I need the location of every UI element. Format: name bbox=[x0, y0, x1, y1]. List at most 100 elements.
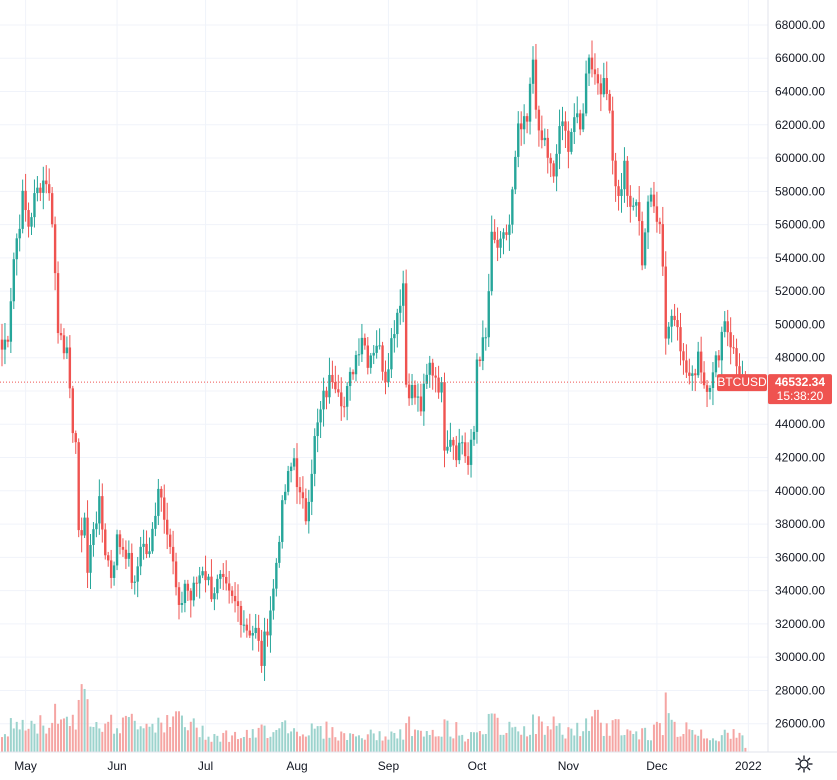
candle-body[interactable] bbox=[511, 189, 514, 225]
candle-body[interactable] bbox=[735, 348, 738, 367]
candle-body[interactable] bbox=[679, 327, 682, 352]
candle-body[interactable] bbox=[487, 291, 490, 338]
candle-body[interactable] bbox=[133, 581, 136, 583]
candle-body[interactable] bbox=[437, 377, 440, 393]
candle-body[interactable] bbox=[115, 534, 119, 566]
candle-body[interactable] bbox=[584, 73, 588, 114]
candle-body[interactable] bbox=[552, 163, 555, 177]
candle-body[interactable] bbox=[579, 113, 582, 130]
candle-body[interactable] bbox=[632, 205, 635, 207]
candle-body[interactable] bbox=[593, 69, 597, 75]
candle-body[interactable] bbox=[499, 238, 502, 248]
candle-body[interactable] bbox=[310, 473, 313, 502]
candle-body[interactable] bbox=[36, 187, 39, 194]
candle-body[interactable] bbox=[186, 583, 190, 591]
candle-body[interactable] bbox=[65, 347, 69, 354]
candle-body[interactable] bbox=[396, 312, 399, 335]
candle-body[interactable] bbox=[39, 187, 42, 193]
candle-body[interactable] bbox=[682, 351, 685, 361]
candle-body[interactable] bbox=[508, 224, 511, 235]
candle-body[interactable] bbox=[525, 116, 529, 122]
candle-body[interactable] bbox=[399, 305, 402, 313]
candles[interactable] bbox=[0, 40, 747, 681]
candle-body[interactable] bbox=[443, 382, 446, 451]
candle-body[interactable] bbox=[723, 321, 726, 332]
candle-body[interactable] bbox=[422, 383, 426, 412]
candle-body[interactable] bbox=[80, 530, 83, 536]
candle-body[interactable] bbox=[269, 610, 272, 636]
candle-body[interactable] bbox=[605, 78, 608, 94]
candle-body[interactable] bbox=[522, 116, 526, 130]
candle-body[interactable] bbox=[558, 126, 561, 154]
candle-body[interactable] bbox=[452, 439, 455, 446]
candle-body[interactable] bbox=[9, 301, 13, 342]
candle-body[interactable] bbox=[239, 605, 243, 625]
candle-body[interactable] bbox=[599, 83, 603, 95]
candle-body[interactable] bbox=[289, 466, 293, 472]
candle-body[interactable] bbox=[502, 232, 505, 239]
candle-body[interactable] bbox=[177, 587, 181, 605]
candle-body[interactable] bbox=[455, 445, 458, 461]
candle-body[interactable] bbox=[490, 231, 493, 292]
candle-body[interactable] bbox=[458, 442, 461, 461]
candle-body[interactable] bbox=[463, 442, 467, 457]
candle-body[interactable] bbox=[425, 374, 428, 384]
candle-body[interactable] bbox=[278, 541, 281, 563]
candle-body[interactable] bbox=[428, 362, 431, 375]
candle-body[interactable] bbox=[608, 93, 611, 111]
candle-body[interactable] bbox=[136, 566, 139, 582]
candle-body[interactable] bbox=[251, 633, 254, 636]
candle-body[interactable] bbox=[691, 373, 694, 376]
candle-body[interactable] bbox=[581, 113, 585, 130]
candle-body[interactable] bbox=[673, 315, 676, 321]
candle-body[interactable] bbox=[573, 117, 576, 132]
candle-body[interactable] bbox=[602, 78, 605, 95]
candle-body[interactable] bbox=[363, 337, 367, 346]
candle-body[interactable] bbox=[587, 57, 591, 74]
candle-body[interactable] bbox=[434, 375, 437, 378]
candle-body[interactable] bbox=[570, 131, 573, 152]
candle-body[interactable] bbox=[227, 583, 231, 591]
candle-body[interactable] bbox=[62, 335, 66, 354]
candle-body[interactable] bbox=[207, 576, 210, 581]
candle-body[interactable] bbox=[635, 202, 638, 206]
candle-body[interactable] bbox=[387, 369, 390, 383]
candle-body[interactable] bbox=[204, 571, 207, 581]
candle-body[interactable] bbox=[702, 372, 706, 386]
candle-body[interactable] bbox=[564, 121, 567, 131]
candle-body[interactable] bbox=[670, 315, 673, 327]
candle-body[interactable] bbox=[216, 578, 219, 594]
candle-body[interactable] bbox=[166, 519, 169, 535]
candle-body[interactable] bbox=[33, 193, 36, 218]
candle-body[interactable] bbox=[257, 627, 260, 641]
candle-body[interactable] bbox=[292, 458, 296, 467]
candle-body[interactable] bbox=[528, 83, 532, 122]
candle-body[interactable] bbox=[18, 228, 21, 239]
candle-body[interactable] bbox=[393, 334, 396, 339]
candle-body[interactable] bbox=[27, 210, 30, 227]
candle-body[interactable] bbox=[198, 575, 201, 584]
candle-body[interactable] bbox=[555, 153, 558, 177]
candle-body[interactable] bbox=[440, 382, 443, 393]
candle-body[interactable] bbox=[183, 583, 187, 604]
candle-body[interactable] bbox=[449, 439, 452, 447]
candle-body[interactable] bbox=[369, 355, 372, 368]
candle-body[interactable] bbox=[357, 354, 361, 356]
candle-body[interactable] bbox=[469, 439, 473, 465]
candle-body[interactable] bbox=[354, 355, 358, 375]
candle-body[interactable] bbox=[68, 347, 72, 389]
candle-body[interactable] bbox=[45, 180, 48, 185]
candle-body[interactable] bbox=[360, 337, 364, 355]
candle-body[interactable] bbox=[576, 113, 579, 118]
candle-body[interactable] bbox=[319, 409, 322, 423]
candle-body[interactable] bbox=[316, 422, 319, 437]
candle-body[interactable] bbox=[484, 337, 487, 339]
candle-body[interactable] bbox=[266, 631, 269, 636]
candle-body[interactable] bbox=[431, 362, 434, 376]
candle-body[interactable] bbox=[222, 573, 225, 577]
candle-body[interactable] bbox=[263, 631, 266, 666]
candle-body[interactable] bbox=[24, 190, 27, 211]
candle-body[interactable] bbox=[325, 390, 328, 398]
candle-body[interactable] bbox=[201, 571, 204, 576]
